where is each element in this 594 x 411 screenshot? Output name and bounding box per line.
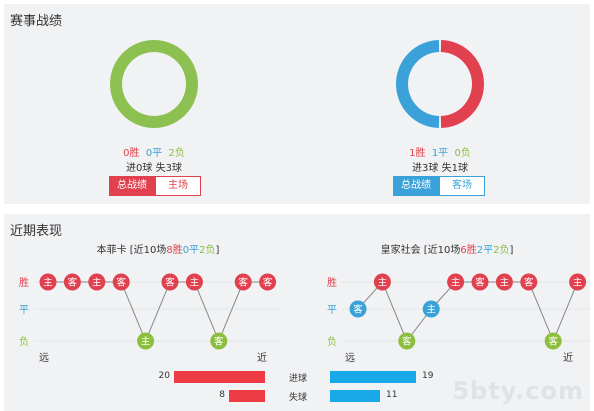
- result-venue-label: 主: [500, 277, 510, 289]
- right-record-donut: [395, 40, 485, 128]
- result-marker[interactable]: [88, 273, 106, 291]
- left-record-tabs: 总战绩 主场: [109, 176, 201, 196]
- result-marker[interactable]: [447, 273, 465, 291]
- left-wins: 0胜: [123, 148, 140, 159]
- result-marker[interactable]: [471, 273, 489, 291]
- watermark: 5bty.com: [452, 377, 584, 405]
- left-form-chart: 胜平负主客主客主客 主客客 客远近: [19, 273, 280, 364]
- result-venue-label: 客: [165, 277, 175, 289]
- result-marker[interactable]: [234, 273, 252, 291]
- result-marker[interactable]: [569, 273, 587, 291]
- section-title: 近期表现: [10, 224, 63, 239]
- axis-label-l: 负: [327, 335, 337, 348]
- conceded-label: 失球: [288, 393, 307, 403]
- right-conceded-bar: [330, 390, 380, 402]
- right-scored-value: 19: [422, 371, 434, 381]
- form-line: [357, 281, 579, 343]
- section-title: 赛事战绩: [10, 14, 63, 29]
- result-marker[interactable]: [210, 332, 228, 350]
- left-record-stats: 0胜 0平 2负: [84, 144, 224, 159]
- scored-label: 进球: [288, 374, 307, 384]
- axis-label-d: 平: [327, 305, 337, 316]
- form-line: [48, 281, 268, 343]
- left-conceded-bar: [229, 390, 265, 402]
- result-marker[interactable]: [185, 273, 203, 291]
- result-marker[interactable]: [422, 300, 440, 318]
- result-venue-label: 客: [263, 277, 273, 289]
- axis-label-l: 负: [19, 335, 29, 348]
- result-marker[interactable]: [495, 273, 513, 291]
- result-venue-label: 主: [190, 277, 200, 289]
- left-conceded-value: 8: [219, 390, 225, 400]
- left-goals: 进0球 失3球: [126, 163, 182, 174]
- result-venue-label: 主: [451, 277, 461, 289]
- right-goals: 进3球 失1球: [412, 163, 468, 174]
- left-scored-value: 20: [158, 371, 170, 381]
- result-marker[interactable]: [112, 273, 130, 291]
- axis-far-label: 远: [39, 352, 49, 364]
- result-venue-label: 主: [573, 277, 583, 289]
- tab-away[interactable]: 客场: [439, 176, 485, 196]
- result-marker[interactable]: [373, 273, 391, 291]
- right-record-tabs: 总战绩 客场: [393, 176, 485, 196]
- result-marker[interactable]: [544, 332, 562, 350]
- left-team-name: 本菲卡: [96, 245, 127, 256]
- donut-segment-win: [440, 40, 485, 128]
- tab-total-record[interactable]: 总战绩: [393, 176, 439, 196]
- right-record-stats: 1胜 1平 0负: [370, 144, 510, 159]
- result-venue-label: 客: [402, 336, 412, 348]
- right-form-chart: 胜平负客主客主主客主客客主远近: [327, 273, 590, 364]
- right-form-title: 皇家社会 [近10场6胜2平2负]: [380, 245, 514, 256]
- right-wins: 1胜: [409, 148, 426, 159]
- left-record-donut: [109, 40, 198, 128]
- donut-segment-loss: [109, 40, 198, 128]
- result-venue-label: 客: [68, 277, 78, 289]
- result-venue-label: 客: [548, 336, 558, 348]
- result-venue-label: 客: [353, 304, 363, 316]
- result-marker[interactable]: [398, 332, 416, 350]
- result-marker[interactable]: [137, 332, 155, 350]
- right-team-name: 皇家社会: [380, 245, 421, 256]
- result-venue-label: 主: [141, 336, 151, 348]
- right-scored-bar: [330, 371, 416, 383]
- axis-near-label: 近: [563, 351, 573, 364]
- result-marker[interactable]: [63, 273, 81, 291]
- right-losses: 0负: [454, 148, 471, 159]
- result-venue-label: 客: [214, 336, 224, 348]
- result-marker[interactable]: [259, 273, 277, 291]
- axis-label-w: 胜: [327, 277, 337, 289]
- result-venue-label: 客: [524, 277, 534, 289]
- result-venue-label: 主: [378, 277, 388, 289]
- result-marker[interactable]: [161, 273, 179, 291]
- result-marker[interactable]: [520, 273, 538, 291]
- result-venue-label: 主: [43, 277, 53, 289]
- left-draws: 0平: [145, 148, 163, 159]
- right-conceded-value: 11: [386, 390, 398, 400]
- tab-total-record[interactable]: 总战绩: [109, 176, 155, 196]
- donut-segment-draw: [395, 40, 440, 128]
- result-venue-label: 客: [475, 277, 485, 289]
- left-losses: 2负: [168, 148, 185, 159]
- result-venue-label: 客: [238, 277, 248, 289]
- result-marker[interactable]: [39, 273, 57, 291]
- result-marker[interactable]: [349, 300, 367, 318]
- match-record-panel: 赛事战绩 0胜 0平 2负 进0球 失3球 总战绩 主场 1胜 1平 0负 进3…: [4, 4, 590, 204]
- axis-near-label: 近: [257, 351, 267, 364]
- recent-form-panel: 近期表现 本菲卡 [近10场8胜0平2负] 皇家社会 [近10场6胜2平2负] …: [4, 214, 590, 411]
- right-draws: 1平: [431, 148, 449, 159]
- left-scored-bar: [174, 371, 265, 383]
- tab-home[interactable]: 主场: [155, 176, 201, 196]
- axis-far-label: 远: [345, 352, 355, 364]
- left-form-title: 本菲卡 [近10场8胜0平2负]: [96, 245, 220, 256]
- axis-label-d: 平: [19, 305, 29, 316]
- result-venue-label: 客: [116, 277, 126, 289]
- result-venue-label: 主: [426, 304, 436, 316]
- result-venue-label: 主: [92, 277, 102, 289]
- axis-label-w: 胜: [19, 277, 29, 289]
